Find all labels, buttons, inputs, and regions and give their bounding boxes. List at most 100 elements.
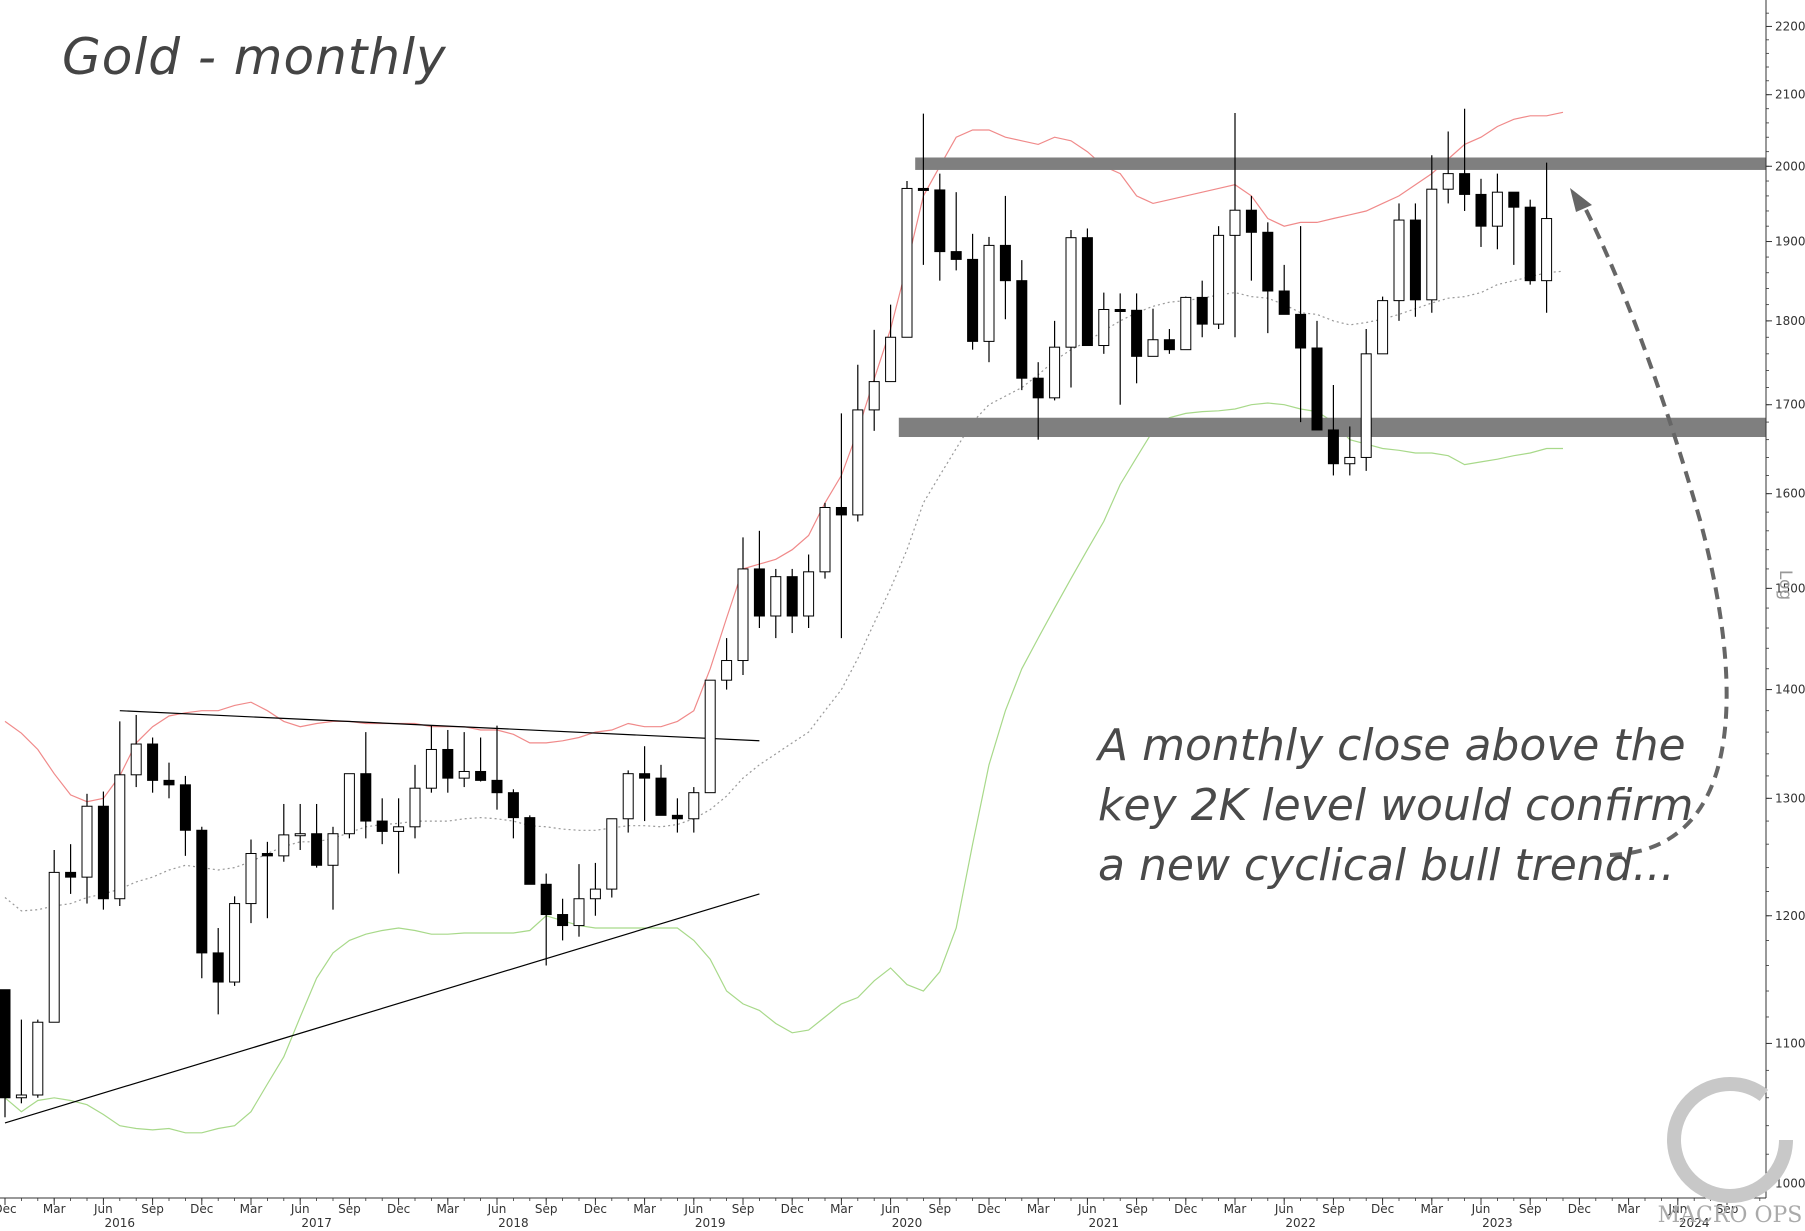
candle-body [753, 568, 765, 617]
candle-body [196, 829, 208, 954]
x-tick-label: Mar [1224, 1202, 1247, 1216]
candle-body [245, 853, 257, 905]
candle-body [1163, 339, 1175, 351]
x-tick-label: Mar [43, 1202, 66, 1216]
candle-body [1426, 188, 1438, 301]
candle-body [97, 805, 109, 900]
annotation-arrow [1578, 197, 1729, 857]
candle-body [704, 679, 716, 794]
candle [737, 537, 749, 675]
arrow-head-icon [1570, 188, 1592, 212]
x-tick-label: Sep [338, 1202, 361, 1216]
candle-body [1098, 308, 1110, 347]
candle [573, 864, 585, 937]
candle-body [32, 1021, 44, 1096]
candle-body [622, 773, 634, 820]
candle-body [770, 576, 782, 617]
candle [15, 1019, 27, 1104]
candle [147, 737, 159, 793]
resistance-zone [915, 157, 1766, 170]
candle [983, 236, 995, 363]
candle-body [1377, 300, 1389, 355]
lower-trendline [4, 893, 760, 1124]
y-tick-label: 1300 [1775, 791, 1805, 805]
candle-body [1360, 353, 1372, 458]
candle [1016, 260, 1028, 391]
candle-body [852, 409, 864, 516]
x-tick-label: Mar [633, 1202, 656, 1216]
candle [934, 173, 946, 281]
candle-body [901, 187, 913, 338]
y-tick-label: 1100 [1775, 1036, 1805, 1050]
candle-body [1524, 206, 1536, 282]
candle [1327, 385, 1339, 476]
candle-body [507, 792, 519, 819]
x-tick-label: Sep [1519, 1202, 1542, 1216]
candle [803, 554, 815, 629]
x-tick-label: Dec [977, 1202, 1000, 1216]
candle-body [147, 743, 159, 781]
x-tick-label: Mar [830, 1202, 853, 1216]
year-label: 2021 [1089, 1216, 1120, 1230]
candle [704, 679, 716, 794]
candle [1213, 226, 1225, 330]
y-tick-label: 1200 [1775, 909, 1805, 923]
candle-body [1262, 231, 1274, 292]
candle-body [114, 774, 126, 900]
candle [32, 1019, 44, 1098]
candle-body [278, 834, 290, 857]
candle-body [15, 1094, 27, 1099]
candle [491, 725, 503, 810]
y-tick-label: 2100 [1775, 88, 1805, 102]
candle-body [1032, 377, 1044, 399]
candle [1196, 280, 1208, 338]
candle-body [1016, 280, 1028, 379]
y-tick-label: 1400 [1775, 683, 1805, 697]
upper-trendline [119, 710, 760, 742]
annotation-text: A monthly close above the key 2K level w… [1098, 720, 1694, 891]
candle [311, 803, 323, 868]
candle-body [1114, 308, 1126, 312]
candle-body [1131, 309, 1143, 357]
candle-body [967, 258, 979, 342]
candle [245, 839, 257, 924]
candle-body [589, 888, 601, 900]
candle [376, 798, 388, 845]
candle [458, 732, 470, 788]
x-tick-label: Mar [1027, 1202, 1050, 1216]
candle [688, 787, 700, 833]
candle [1459, 108, 1471, 211]
candle [835, 413, 847, 639]
candle [589, 862, 601, 916]
x-tick-label: Dec [1568, 1202, 1591, 1216]
candle [1409, 203, 1421, 317]
candle [442, 729, 454, 793]
candle-body [48, 871, 60, 1023]
candle [999, 195, 1011, 320]
x-tick-label: Jun [1274, 1202, 1294, 1216]
candle [114, 721, 126, 907]
x-tick-label: Dec [190, 1202, 213, 1216]
candle-body [1459, 173, 1471, 195]
y-tick-label: 2200 [1775, 19, 1805, 33]
candle [901, 181, 913, 338]
candle [671, 798, 683, 833]
x-tick-label: Mar [1420, 1202, 1443, 1216]
candle-body [442, 748, 454, 779]
candle-body [999, 244, 1011, 282]
candle-body [261, 853, 273, 857]
candle [721, 638, 733, 690]
candle-body [0, 989, 11, 1099]
candle [196, 826, 208, 979]
candle [950, 192, 962, 271]
x-tick-label: Jun [1471, 1202, 1491, 1216]
x-tick-label: Dec [584, 1202, 607, 1216]
candle-body [721, 660, 733, 681]
candle-body [491, 779, 503, 794]
candle-body [655, 777, 667, 816]
candle [1344, 426, 1356, 476]
candle [1065, 229, 1077, 388]
candle-body [737, 568, 749, 662]
candle-body [983, 244, 995, 342]
candle [48, 850, 60, 1023]
